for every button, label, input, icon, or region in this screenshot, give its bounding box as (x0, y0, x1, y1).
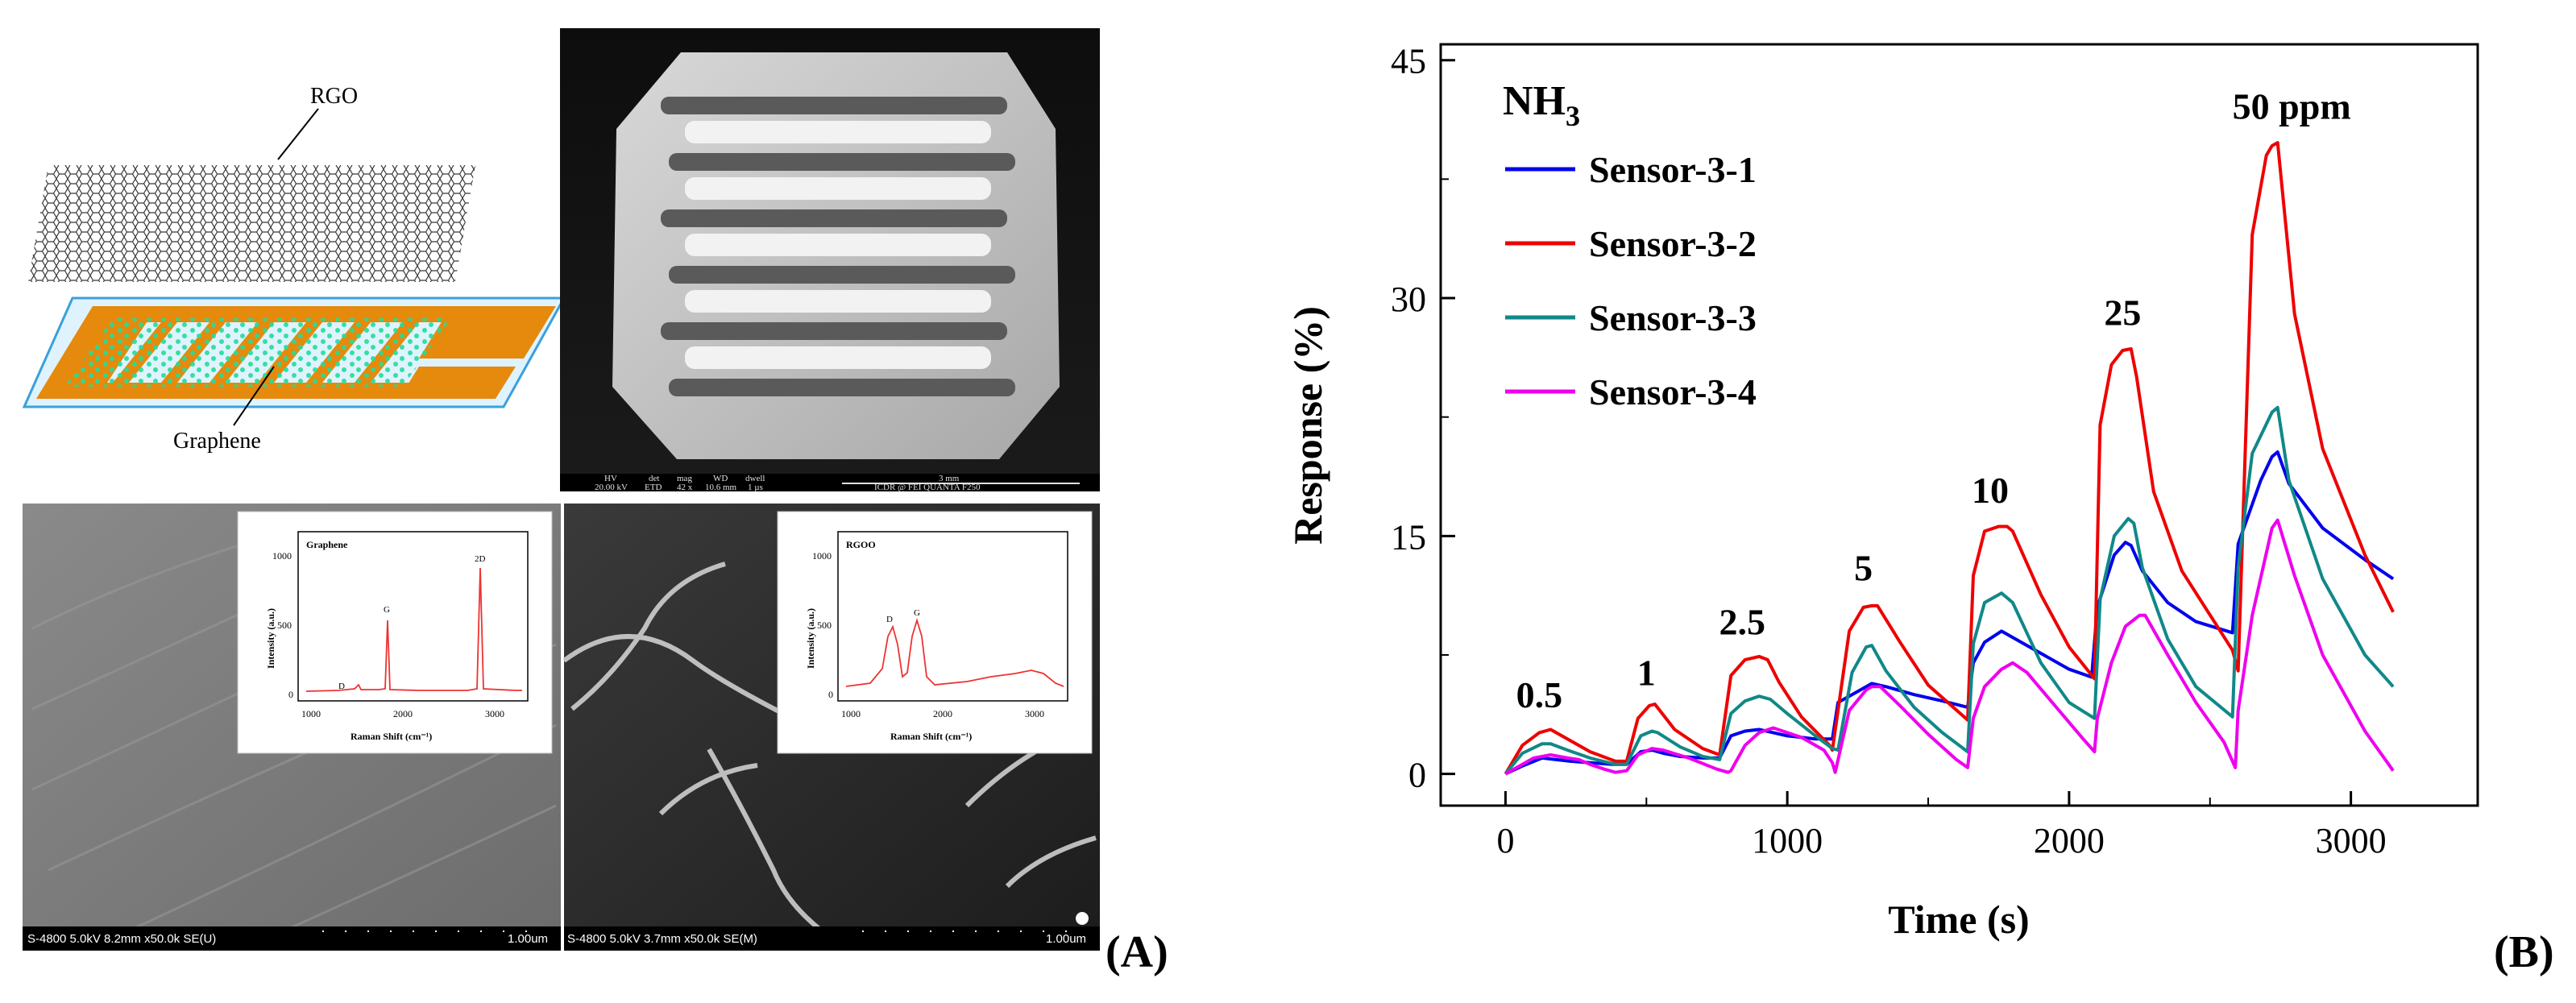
inset-rgo-peak-g: G (914, 608, 920, 618)
sem-dwell-header: dwell (745, 474, 765, 483)
inset-graphene-ylabel: Intensity (a.u.) (265, 608, 276, 669)
inset-graphene-ytick: 1000 (272, 550, 292, 562)
inset-rgo-title: RGOO (846, 539, 876, 550)
x-tick-label: 1000 (1752, 821, 1823, 860)
panel-b: 0 1000 2000 3000 0 15 30 45 0.5 1 2.5 5 10 25 50 ppm … (1257, 0, 2576, 999)
concentration-label: 0.5 (1516, 674, 1563, 715)
x-tick-label: 2000 (2034, 821, 2105, 860)
y-tick-label: 45 (1391, 42, 1426, 81)
inset-rgo-ytick: 0 (828, 689, 833, 700)
inset-rgo-xtick: 1000 (841, 708, 861, 719)
panel-a: RGO Graphene (0, 0, 1193, 999)
series-lines (1504, 141, 2395, 776)
concentration-label: 1 (1637, 652, 1656, 693)
legend-entry: Sensor-3-3 (1589, 297, 1757, 338)
y-tick-label: 30 (1391, 280, 1426, 319)
graphene-pointer (233, 366, 275, 426)
inset-graphene-peak-g: G (384, 605, 390, 615)
x-tick-label: 0 (1496, 821, 1514, 860)
sem-mag-header: mag (677, 474, 692, 483)
rgo-layer (28, 165, 475, 282)
inset-graphene-title: Graphene (306, 539, 348, 550)
sem-wd-header: WD (713, 474, 728, 483)
inset-rgo-ylabel: Intensity (a.u.) (805, 608, 816, 669)
panel-a-label: (A) (1105, 927, 1168, 977)
inset-graphene-ytick: 500 (277, 620, 292, 631)
gas-label-sub: 3 (1566, 100, 1580, 132)
legend: Sensor-3-1 Sensor-3-2 Sensor-3-3 Sensor-3-4 (1505, 149, 1757, 412)
y-axis-label: Response (%) (1285, 306, 1330, 545)
inset-graphene-xlabel: Raman Shift (cm⁻¹) (351, 731, 432, 742)
inset-graphene-ytick: 0 (288, 689, 293, 700)
inset-rgo-ytick: 1000 (812, 550, 832, 562)
sem-footer: ICDR @ FEI QUANTA F250 (874, 483, 981, 492)
y-tick-label: 0 (1408, 756, 1426, 795)
legend-entry: Sensor-3-2 (1589, 223, 1757, 264)
sem-det-value: ETD (645, 483, 662, 492)
sem-hv-value: 20.00 kV (595, 483, 628, 492)
gas-label: NH3 (1503, 78, 1580, 132)
electrode-pad-right (419, 306, 556, 359)
legend-entry: Sensor-3-1 (1589, 149, 1757, 190)
concentration-label: 5 (1854, 547, 1873, 588)
inset-rgo-raman: RGOO D G Intensity (a.u.) Raman Shift (c… (777, 511, 1093, 754)
plot-frame (1439, 43, 2479, 807)
graphene-layer (64, 318, 451, 387)
inset-graphene-xtick: 3000 (485, 708, 504, 719)
y-tick-label: 15 (1391, 517, 1426, 557)
series-line-sensor-3-4 (1504, 518, 2395, 776)
sem-right-caption: S-4800 5.0kV 3.7mm x50.0k SE(M) (567, 932, 757, 946)
panel-a-figure: RGO Graphene (22, 28, 1168, 977)
concentration-annotations: 0.5 1 2.5 5 10 25 50 ppm (1516, 86, 2351, 715)
sem-left-caption: S-4800 5.0kV 8.2mm x50.0k SE(U) (27, 932, 216, 946)
legend-entry: Sensor-3-4 (1589, 371, 1757, 412)
sem-wd-value: 10.6 mm (705, 483, 737, 492)
concentration-label: 2.5 (1719, 601, 1765, 642)
x-axis-label: Time (s) (1888, 897, 2029, 942)
inset-graphene-xtick: 2000 (393, 708, 413, 719)
concentration-label: 10 (1972, 470, 2009, 511)
series-line-sensor-3-1 (1504, 450, 2395, 776)
sem-mag-value: 42 x (677, 483, 693, 492)
series-line-sensor-3-3 (1504, 405, 2395, 775)
inset-rgo-peak-d: D (886, 615, 893, 624)
x-tick-label: 3000 (2316, 821, 2387, 860)
gas-label-main: NH (1503, 78, 1566, 124)
inset-rgo-xtick: 3000 (1025, 708, 1044, 719)
sem-right-scale: 1.00um (1046, 932, 1086, 946)
inset-graphene-raman: Graphene D G 2D Intensity (a.u.) Raman S… (237, 511, 553, 754)
inset-rgo-xtick: 2000 (933, 708, 952, 719)
inset-graphene-peak-2d: 2D (475, 554, 486, 564)
sem-device-image: HV det mag WD dwell 20.00 kV ETD 42 x 10… (560, 28, 1100, 492)
sem-info-bar: HV det mag WD dwell 20.00 kV ETD 42 x 10… (595, 474, 981, 492)
concentration-label: 50 ppm (2233, 86, 2351, 127)
inset-rgo-ytick: 500 (817, 620, 832, 631)
device-schematic: RGO Graphene (22, 84, 566, 454)
sem-left-scale: 1.00um (508, 932, 548, 946)
electrode-pad-right-2 (399, 367, 516, 399)
sem-hv-header: HV (604, 474, 617, 483)
graphene-label: Graphene (173, 429, 261, 454)
sem-scale-value: 3 mm (939, 474, 960, 483)
inset-rgo-spectrum (845, 617, 1064, 687)
inset-graphene-peak-d: D (338, 682, 345, 691)
rgo-pointer (277, 108, 319, 160)
rgo-label: RGO (310, 84, 358, 109)
concentration-label: 25 (2104, 292, 2141, 333)
sem-dwell-value: 1 µs (748, 483, 763, 492)
inset-graphene-xtick: 1000 (301, 708, 321, 719)
sem-det-header: det (649, 474, 659, 483)
inset-graphene-spectrum (305, 567, 522, 692)
panel-b-label: (B) (2494, 927, 2554, 977)
sem-right-marker (1076, 912, 1089, 925)
inset-rgo-xlabel: Raman Shift (cm⁻¹) (890, 731, 972, 742)
